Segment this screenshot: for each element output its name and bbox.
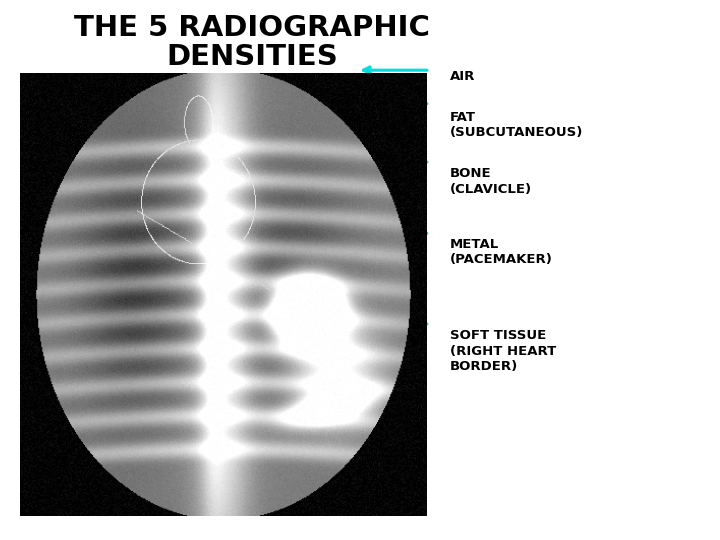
Text: © Images Paediatr Cardiol: © Images Paediatr Cardiol	[27, 500, 165, 510]
Text: THE 5 RADIOGRAPHIC: THE 5 RADIOGRAPHIC	[74, 14, 430, 42]
Text: DENSITIES: DENSITIES	[166, 43, 338, 71]
Text: METAL
(PACEMAKER): METAL (PACEMAKER)	[450, 238, 553, 266]
Text: AIR: AIR	[450, 70, 475, 83]
Text: FAT
(SUBCUTANEOUS): FAT (SUBCUTANEOUS)	[450, 111, 583, 139]
Text: BONE
(CLAVICLE): BONE (CLAVICLE)	[450, 167, 532, 196]
Text: SOFT TISSUE
(RIGHT HEART
BORDER): SOFT TISSUE (RIGHT HEART BORDER)	[450, 329, 557, 373]
